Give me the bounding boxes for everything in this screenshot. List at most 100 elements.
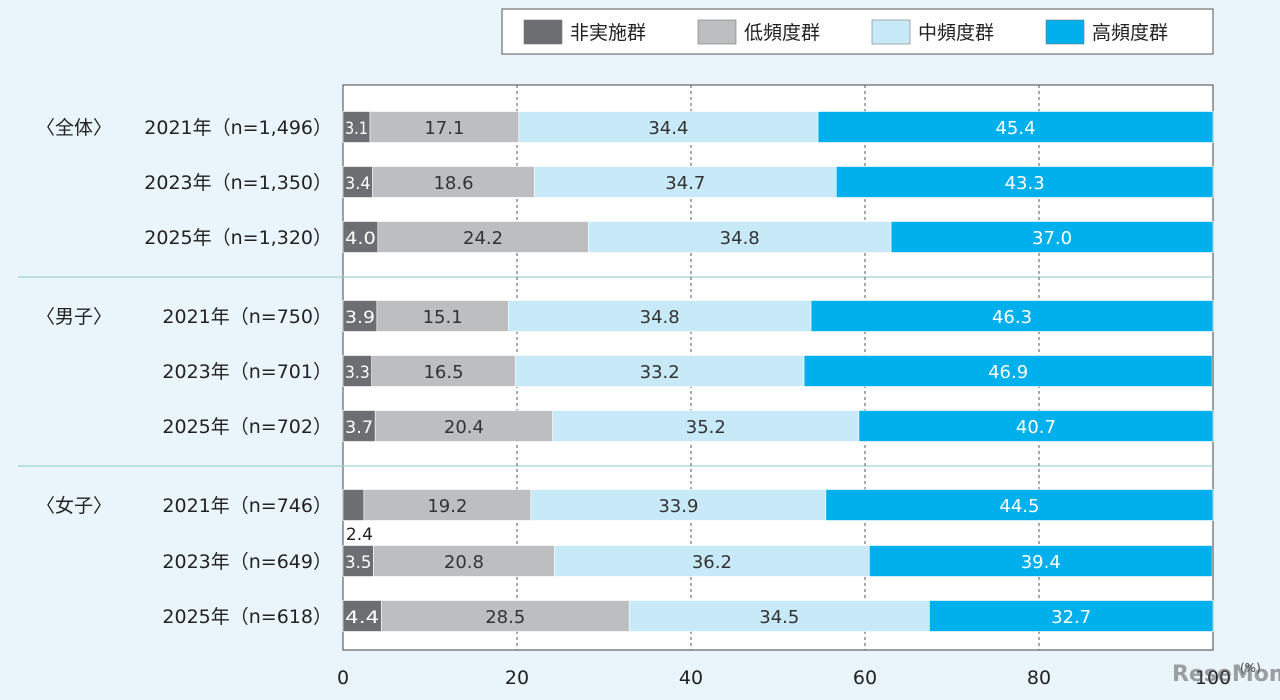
data-label: 2.4 bbox=[346, 525, 373, 545]
data-label: 32.7 bbox=[1051, 607, 1091, 628]
legend-swatch bbox=[523, 19, 563, 45]
legend-label: 非実施群 bbox=[570, 22, 646, 44]
data-label: 20.4 bbox=[444, 417, 484, 438]
group-label: 〈全体〉 bbox=[36, 117, 112, 139]
bar-segment bbox=[534, 166, 837, 198]
bar-segment bbox=[374, 410, 553, 442]
legend-swatch bbox=[697, 19, 737, 45]
bar-segment bbox=[518, 111, 819, 143]
row-label: 2023年（n=1,350） bbox=[144, 172, 332, 194]
legend-label: 高頻度群 bbox=[1092, 22, 1168, 44]
bar-segment bbox=[342, 545, 374, 577]
bar-segment bbox=[817, 111, 1214, 143]
data-label: 16.5 bbox=[423, 362, 463, 383]
data-label: 40.7 bbox=[1016, 417, 1056, 438]
bar-segment bbox=[530, 489, 827, 521]
x-tick-label: 100 bbox=[1195, 667, 1231, 689]
bar-segment bbox=[803, 355, 1213, 387]
bar-segment bbox=[507, 300, 812, 332]
legend-box bbox=[501, 8, 1214, 55]
bar-segment bbox=[835, 166, 1214, 198]
data-label: 45.4 bbox=[995, 118, 1035, 139]
data-label: 4.0 bbox=[345, 229, 376, 249]
bar-segment bbox=[342, 600, 382, 632]
x-axis-unit: (%) bbox=[1240, 661, 1261, 675]
legend-swatch bbox=[1045, 19, 1085, 45]
bar-segment bbox=[342, 489, 365, 521]
bar-segment bbox=[377, 221, 589, 253]
row-label: 2023年（n=701） bbox=[162, 361, 332, 383]
data-label: 39.4 bbox=[1021, 552, 1061, 573]
bar-segment bbox=[810, 300, 1214, 332]
data-label: 33.9 bbox=[658, 496, 698, 517]
data-label: 36.2 bbox=[692, 552, 732, 573]
watermark: ReseMom bbox=[1172, 662, 1280, 687]
bar-segment bbox=[858, 410, 1214, 442]
data-label: 17.1 bbox=[424, 118, 464, 139]
bar-segment bbox=[376, 300, 509, 332]
data-label: 44.5 bbox=[999, 496, 1039, 517]
data-label: 43.3 bbox=[1005, 173, 1045, 194]
data-label: 3.1 bbox=[345, 119, 368, 139]
bar-segment bbox=[369, 111, 520, 143]
x-tick-label: 80 bbox=[1027, 667, 1051, 689]
bar-segment bbox=[825, 489, 1214, 521]
bar-segment bbox=[552, 410, 860, 442]
data-label: 18.6 bbox=[433, 173, 473, 194]
data-label: 46.3 bbox=[992, 307, 1032, 328]
bar-segment bbox=[363, 489, 532, 521]
data-label: 19.2 bbox=[427, 496, 467, 517]
bar-segment bbox=[342, 355, 373, 387]
bar-segment bbox=[929, 600, 1214, 632]
bar-segment bbox=[342, 221, 379, 253]
data-label: 3.5 bbox=[345, 553, 371, 573]
data-label: 34.4 bbox=[648, 118, 688, 139]
bar-segment bbox=[371, 355, 516, 387]
x-tick-label: 60 bbox=[853, 667, 877, 689]
row-label: 2025年（n=1,320） bbox=[144, 227, 332, 249]
data-label: 3.9 bbox=[345, 308, 375, 328]
bar-segment bbox=[514, 355, 805, 387]
group-label: 〈女子〉 bbox=[36, 495, 112, 517]
row-label: 2023年（n=649） bbox=[162, 551, 332, 573]
x-tick-label: 20 bbox=[505, 667, 529, 689]
data-label: 34.8 bbox=[720, 228, 760, 249]
data-label: 3.3 bbox=[345, 363, 370, 383]
bar-segment bbox=[372, 166, 535, 198]
data-label: 34.5 bbox=[759, 607, 799, 628]
x-tick-label: 0 bbox=[337, 667, 349, 689]
data-label: 28.5 bbox=[485, 607, 525, 628]
bar-segment bbox=[588, 221, 892, 253]
bar-segment bbox=[890, 221, 1214, 253]
bar-segment bbox=[869, 545, 1213, 577]
data-label: 46.9 bbox=[988, 362, 1028, 383]
legend-label: 中頻度群 bbox=[918, 22, 994, 44]
bar-segment bbox=[380, 600, 630, 632]
legend-label: 低頻度群 bbox=[744, 22, 820, 44]
data-label: 35.2 bbox=[686, 417, 726, 438]
data-label: 3.4 bbox=[345, 174, 371, 194]
bar-segment bbox=[554, 545, 870, 577]
legend-swatch bbox=[871, 19, 911, 45]
bar-segment bbox=[342, 166, 373, 198]
bar-segment bbox=[342, 300, 378, 332]
row-label: 2025年（n=702） bbox=[162, 416, 332, 438]
group-label: 〈男子〉 bbox=[36, 306, 112, 328]
row-label: 2021年（n=1,496） bbox=[144, 117, 332, 139]
data-label: 37.0 bbox=[1032, 228, 1072, 249]
data-label: 15.1 bbox=[423, 307, 463, 328]
data-label: 33.2 bbox=[640, 362, 680, 383]
row-label: 2021年（n=746） bbox=[162, 495, 332, 517]
bar-segment bbox=[628, 600, 930, 632]
data-label: 34.7 bbox=[665, 173, 705, 194]
bar-segment bbox=[342, 410, 376, 442]
data-label: 24.2 bbox=[463, 228, 503, 249]
row-label: 2021年（n=750） bbox=[162, 306, 332, 328]
data-label: 4.4 bbox=[345, 608, 379, 628]
data-label: 20.8 bbox=[444, 552, 484, 573]
data-label: 34.8 bbox=[640, 307, 680, 328]
x-tick-label: 40 bbox=[679, 667, 703, 689]
row-label: 2025年（n=618） bbox=[162, 606, 332, 628]
